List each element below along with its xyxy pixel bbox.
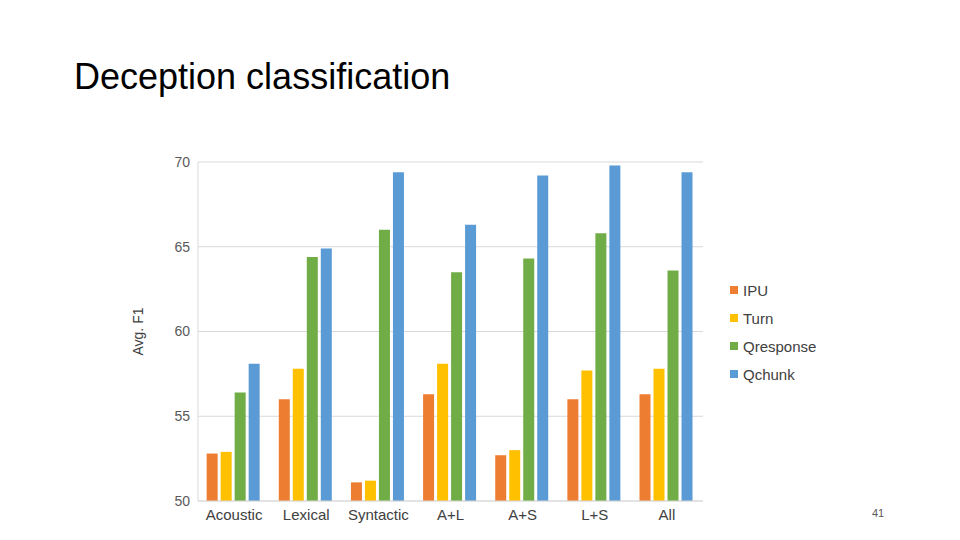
- html-text:Qresponse: Qresponse: [743, 337, 817, 355]
- svg-text:65: 65: [174, 239, 190, 255]
- svg-text:Syntactic: Syntactic: [348, 506, 409, 523]
- svg-text:A+L: A+L: [437, 506, 464, 523]
- html-text:Turn: Turn: [743, 309, 774, 327]
- svg-text:L+S: L+S: [581, 506, 608, 523]
- svg-text:A+S: A+S: [508, 506, 537, 523]
- svg-text:Lexical: Lexical: [283, 506, 330, 523]
- html-text:Deception classification: Deception classification: [74, 56, 451, 97]
- svg-text:55: 55: [174, 408, 190, 424]
- svg-text:Acoustic: Acoustic: [206, 506, 263, 523]
- svg-text:60: 60: [174, 323, 190, 339]
- html-text:IPU: IPU: [743, 281, 768, 299]
- html-text:Qchunk: Qchunk: [743, 365, 795, 383]
- svg-text:50: 50: [174, 493, 190, 509]
- svg-text:Avg. F1: Avg. F1: [130, 307, 146, 355]
- svg-text:70: 70: [174, 154, 190, 170]
- svg-text:All: All: [659, 506, 676, 523]
- html-text:41: 41: [872, 507, 885, 519]
